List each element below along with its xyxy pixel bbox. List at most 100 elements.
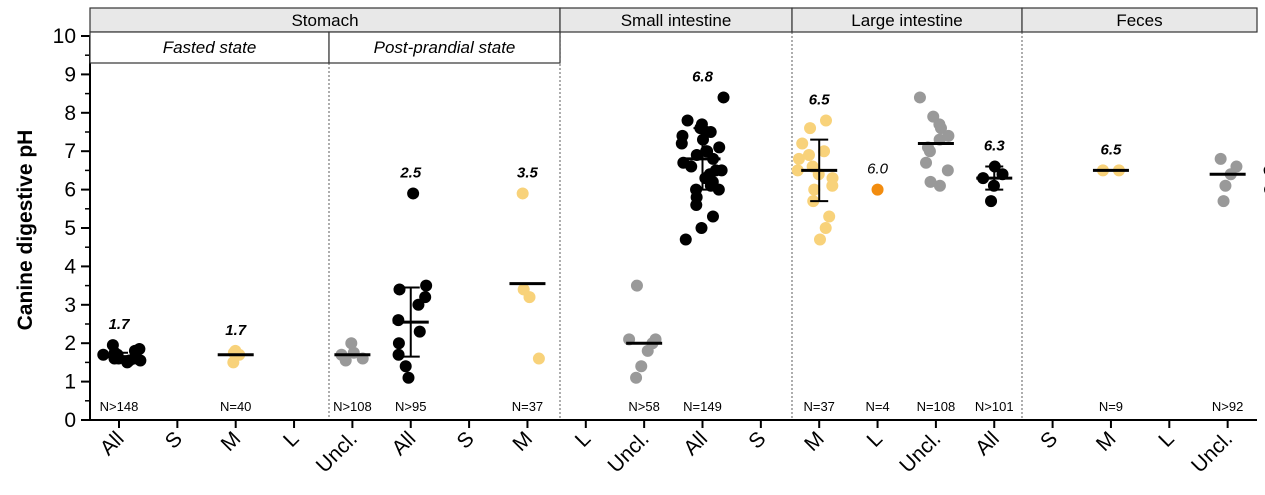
n-count-label: N>108 [333, 399, 372, 414]
data-point [985, 195, 998, 208]
data-point [516, 187, 529, 200]
x-tick-label: M [217, 427, 246, 456]
y-tick-label: 7 [64, 140, 76, 163]
n-count-label: N=37 [512, 399, 543, 414]
data-point [819, 114, 832, 127]
mean-value-label: 6.5 [1101, 141, 1123, 158]
x-tick-label: S [452, 427, 478, 453]
data-point [407, 187, 420, 200]
data-point [413, 325, 426, 338]
mean-value-label: 1.7 [109, 316, 131, 333]
x-tick-label: Uncl. [312, 427, 362, 477]
y-axis-label: Canine digestive pH [14, 130, 37, 331]
x-tick-label: L [1154, 427, 1179, 452]
data-point [819, 222, 832, 234]
x-tick-label: M [800, 427, 829, 456]
x-tick-label: Uncl. [1187, 427, 1237, 477]
panel-header-box [791, 7, 1023, 33]
data-point [392, 314, 405, 327]
data-point [517, 283, 530, 296]
n-count-label: N>101 [975, 399, 1014, 414]
data-point [913, 91, 926, 104]
y-tick-label: 10 [53, 25, 76, 48]
data-point [920, 156, 933, 169]
panel-headers: Stomach Fasted state Post-prandial state Sm… [89, 7, 1258, 64]
x-tick-label: Uncl. [604, 427, 654, 477]
panel-header-box [89, 7, 561, 33]
data-point [1219, 179, 1232, 192]
data-point [695, 222, 708, 234]
data-point [818, 145, 831, 158]
x-tick-label: S [1036, 427, 1062, 453]
data-point [630, 279, 643, 292]
x-tick-label: All [388, 427, 421, 460]
panel-title: Large intestine [851, 11, 963, 30]
mean-value-label: 3.5 [517, 164, 539, 181]
n-count-label: N>58 [628, 399, 659, 414]
subpanel-header-box [328, 31, 561, 64]
data-point [420, 279, 433, 292]
y-tick-label: 8 [64, 102, 76, 125]
data-point [802, 149, 815, 162]
mean-value-label: 6.0 [867, 161, 889, 178]
x-tick-label: S [744, 427, 770, 453]
data-point [412, 298, 425, 311]
x-tick-label: All [971, 427, 1004, 460]
data-point [927, 110, 940, 123]
data-point [942, 129, 955, 142]
y-tick-label: 9 [64, 63, 76, 86]
y-tick-label: 1 [64, 371, 76, 394]
subpanel-title: Fasted state [163, 38, 257, 57]
subpanel-title: Post-prandial state [374, 38, 516, 57]
n-count-label: N=40 [220, 399, 251, 414]
x-tick-label: All [679, 427, 712, 460]
data-point [679, 233, 692, 246]
x-tick-label: Uncl. [895, 427, 945, 477]
n-count-label: N=149 [683, 399, 722, 414]
data-point [97, 348, 110, 361]
panel-title: Stomach [291, 11, 358, 30]
n-count-label: N=9 [1099, 399, 1123, 414]
y-tick-label: 0 [64, 409, 76, 432]
mean-value-label: 6.8 [692, 68, 714, 85]
data-point [392, 348, 405, 361]
x-tick-label: M [1092, 427, 1121, 456]
data-point [823, 210, 836, 223]
mean-value-label: 1.7 [225, 322, 247, 339]
data-marks [97, 91, 1265, 384]
data-point [713, 141, 726, 154]
data-point [826, 172, 839, 185]
panel-title: Small intestine [621, 11, 732, 30]
y-tick-label: 6 [64, 179, 76, 202]
data-point [924, 175, 937, 188]
data-point [941, 164, 954, 177]
n-count-label: N>95 [395, 399, 426, 414]
data-point [706, 210, 719, 223]
subpanel-header-box [89, 31, 330, 64]
data-point [392, 337, 405, 350]
mean-value-label: 2.5 [399, 164, 422, 181]
data-point [681, 114, 694, 127]
x-axis: All S M L Uncl. All S M L Uncl. All S M L Uncl. All S M L U… [90, 419, 1265, 477]
x-tick-label: S [161, 427, 187, 453]
data-point [635, 360, 648, 373]
n-count-label: N=108 [917, 399, 956, 414]
x-tick-label: L [279, 427, 304, 452]
x-tick-label: M [508, 427, 537, 456]
mean-value-label: 6.3 [984, 138, 1006, 155]
data-point [630, 371, 643, 384]
data-point [871, 183, 884, 196]
data-point [676, 129, 689, 142]
plot-frame [89, 32, 1023, 420]
panel-title: Feces [1116, 11, 1162, 30]
data-point [402, 371, 415, 384]
data-point [399, 360, 412, 373]
data-point [933, 179, 946, 192]
x-tick-label: All [96, 427, 129, 460]
data-point [808, 183, 821, 196]
x-tick-label: L [863, 427, 888, 452]
x-tick-label: All [1263, 427, 1265, 460]
panel-header-box [1021, 7, 1258, 33]
y-axis: 0 1 2 3 4 5 6 7 8 9 10 [53, 25, 91, 432]
